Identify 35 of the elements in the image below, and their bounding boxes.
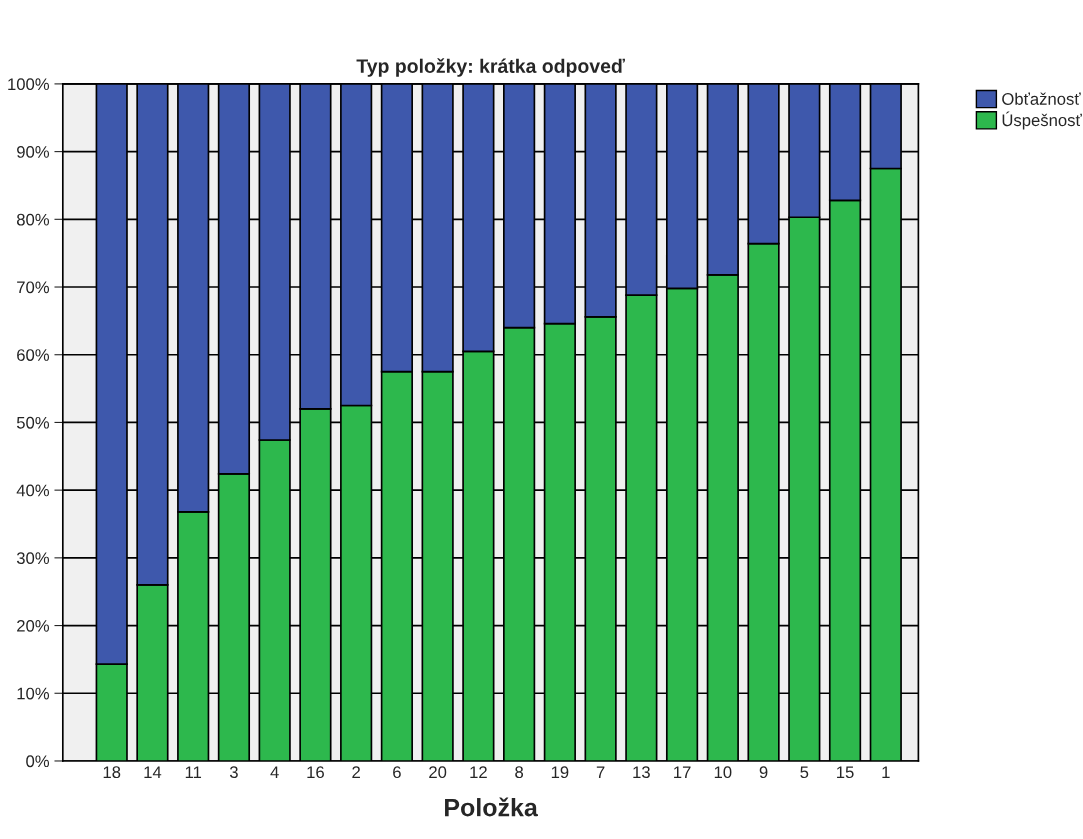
x-tick-label: 5 <box>800 766 809 779</box>
x-tick-label: 6 <box>393 766 401 779</box>
x-tick-label: 3 <box>229 766 238 779</box>
y-tick-label: 80% <box>16 213 50 226</box>
x-tick-label: 8 <box>515 766 524 779</box>
x-tick-label: 17 <box>674 766 691 778</box>
x-tick-label: 13 <box>633 766 650 779</box>
x-tick-label: 11 <box>185 766 202 778</box>
y-tick-label: 20% <box>17 619 50 632</box>
y-tick-label: 30% <box>16 552 50 565</box>
chart-title: Typ položky: krátka odpoveď <box>356 58 625 77</box>
x-tick-label: 1 <box>882 766 890 778</box>
x-tick-label: 18 <box>103 766 121 779</box>
x-tick-label: 7 <box>596 766 605 778</box>
x-tick-label: 20 <box>429 766 447 779</box>
x-tick-label: 19 <box>551 766 569 779</box>
x-tick-label: 10 <box>714 766 732 779</box>
y-tick-label: 60% <box>17 349 50 361</box>
x-tick-label: 2 <box>352 766 360 778</box>
x-tick-label: 12 <box>470 766 487 778</box>
y-tick-label: 90% <box>17 146 50 158</box>
x-tick-label: 9 <box>759 766 768 779</box>
legend-label: Úspešnosť <box>1002 111 1082 130</box>
y-tick-label: 0% <box>26 755 50 768</box>
x-tick-label: 15 <box>837 766 854 779</box>
y-tick-label: 70% <box>17 281 50 294</box>
legend-label: Obťažnosť <box>1002 92 1081 105</box>
y-tick-label: 40% <box>16 484 50 497</box>
y-tick-label: 10% <box>17 687 50 700</box>
x-tick-label: 14 <box>144 766 162 778</box>
x-axis-title: Položka <box>445 797 538 817</box>
y-tick-label: 100% <box>8 78 50 91</box>
x-tick-label: 16 <box>307 766 324 779</box>
y-tick-label: 50% <box>16 416 50 429</box>
x-tick-label: 4 <box>270 766 279 778</box>
